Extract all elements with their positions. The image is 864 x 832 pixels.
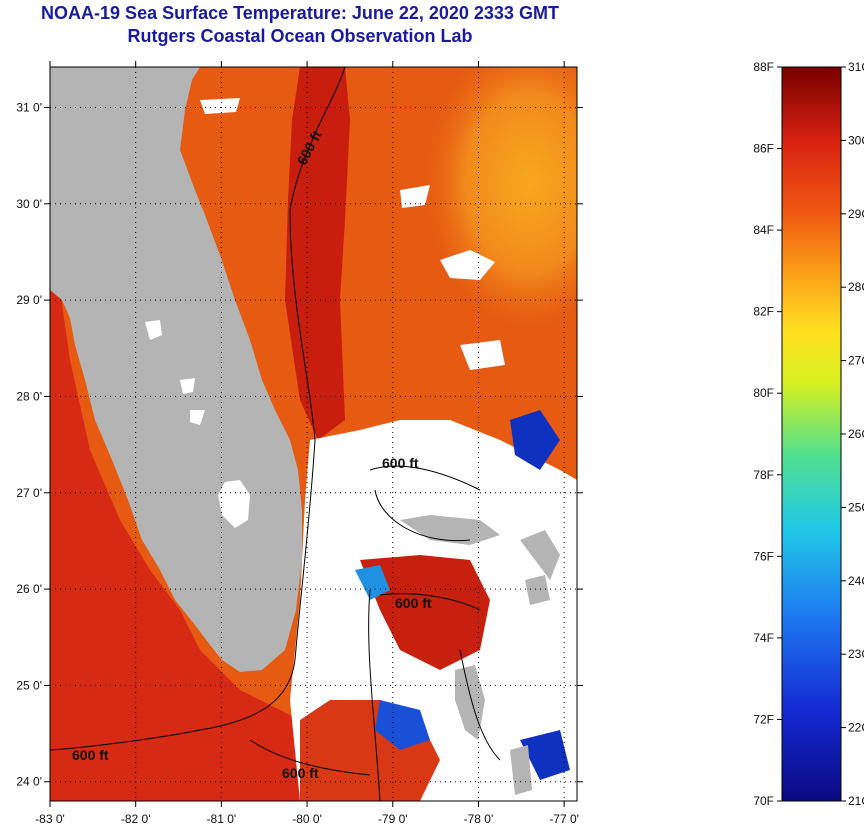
colorbar-c-label: 31C xyxy=(848,60,864,74)
cold-patch-south xyxy=(375,700,430,750)
contour-label: 600 ft xyxy=(395,595,432,611)
contour-label: 600 ft xyxy=(72,747,109,763)
atlantic-warm-region xyxy=(340,67,577,397)
colorbar-labels: 88F 86F 84F 82F 80F 78F 76F 74F 72F 70F 31C 30C 29C 2… xyxy=(753,60,864,808)
map-title: NOAA-19 Sea Surface Temperature: June 22… xyxy=(41,3,559,23)
cold-patch-east xyxy=(510,410,560,470)
abaco-island xyxy=(520,530,560,580)
bahama-island xyxy=(525,575,550,605)
warm-patch-bahamas xyxy=(360,555,490,670)
colorbar-c-label: 21C xyxy=(848,794,864,808)
map-subtitle: Rutgers Coastal Ocean Observation Lab xyxy=(127,26,473,46)
cloud-blob xyxy=(440,250,495,280)
colorbar-c-label: 28C xyxy=(848,280,864,294)
lat-tick-label: 26 0' xyxy=(16,582,42,596)
depth-contour-600ft xyxy=(369,465,481,542)
lon-tick-label: -83 0' xyxy=(35,812,65,826)
colorbar xyxy=(781,66,842,802)
cloud-blob xyxy=(460,340,505,370)
colorbar-c-label: 25C xyxy=(848,500,864,514)
colorbar-f-label: 84F xyxy=(753,223,774,237)
map-frame xyxy=(49,66,578,802)
contour-label: 600 ft xyxy=(382,455,419,471)
lake xyxy=(190,410,205,425)
lat-tick-label: 25 0' xyxy=(16,678,42,692)
lat-tick-label: 30 0' xyxy=(16,197,42,211)
colorbar-f-label: 80F xyxy=(753,386,774,400)
lat-tick-label: 24 0' xyxy=(16,775,42,789)
colorbar-f-label: 78F xyxy=(753,468,774,482)
cool-patch-bahamas xyxy=(355,565,390,600)
gulf-stream-band xyxy=(285,67,350,440)
lon-tick-label: -78 0' xyxy=(464,812,494,826)
colorbar-f-label: 86F xyxy=(753,142,774,156)
bahama-island xyxy=(510,745,532,795)
depth-contour-600ft xyxy=(368,589,481,801)
colorbar-f-label: 88F xyxy=(753,60,774,74)
lat-tick-label: 28 0' xyxy=(16,389,42,403)
colorbar-f-label: 76F xyxy=(753,549,774,563)
lon-tick-label: -79 0' xyxy=(378,812,408,826)
colorbar-c-label: 26C xyxy=(848,427,864,441)
gulf-of-mexico-region xyxy=(50,67,300,801)
depth-contour-600ft xyxy=(249,739,371,776)
lon-tick-label: -81 0' xyxy=(207,812,237,826)
depth-contour-600ft xyxy=(50,67,346,751)
lon-tick-label: -82 0' xyxy=(121,812,151,826)
grand-bahama-island xyxy=(400,515,500,545)
lat-tick-label: 29 0' xyxy=(16,293,42,307)
lake-okeechobee xyxy=(218,480,250,528)
colorbar-c-label: 24C xyxy=(848,574,864,588)
lat-tick-label: 31 0' xyxy=(16,100,42,114)
lon-tick-label: -80 0' xyxy=(292,812,322,826)
colorbar-c-label: 23C xyxy=(848,647,864,661)
lake xyxy=(145,320,162,340)
colorbar-c-label: 27C xyxy=(848,354,864,368)
colorbar-c-label: 29C xyxy=(848,207,864,221)
colorbar-c-label: 30C xyxy=(848,133,864,147)
lake xyxy=(180,378,195,394)
lat-tick-label: 27 0' xyxy=(16,486,42,500)
cloud-blob xyxy=(400,185,430,208)
axis-ticks: -83 0' -82 0' -81 0' -80 0' -79 0' -78 0' -77 … xyxy=(16,61,583,826)
lon-tick-label: -77 0' xyxy=(549,812,579,826)
cold-patch-southeast xyxy=(520,730,570,780)
colorbar-f-label: 70F xyxy=(753,794,774,808)
colorbar-f-label: 82F xyxy=(753,305,774,319)
contour-label: 600 ft xyxy=(282,765,319,781)
cloud-blob xyxy=(200,98,240,114)
colorbar-f-label: 74F xyxy=(753,631,774,645)
colorbar-c-label: 22C xyxy=(848,721,864,735)
colorbar-f-label: 72F xyxy=(753,712,774,726)
sst-map-area xyxy=(50,67,577,801)
depth-contour-600ft xyxy=(459,649,501,761)
